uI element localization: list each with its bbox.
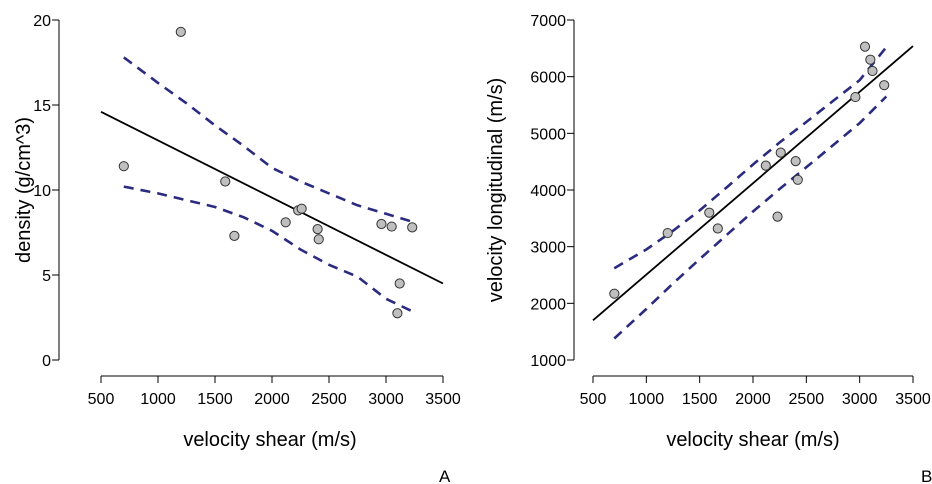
panel-b: 500 1000 1500 2000 2500 3000 3500 1000 2000 3000 4… bbox=[485, 13, 932, 484]
panel-b-y-tick-label: 5000 bbox=[530, 126, 566, 143]
panel-a-x-axis-title: velocity shear (m/s) bbox=[183, 429, 356, 451]
panel-a-y-tick-label: 15 bbox=[33, 98, 51, 115]
panel-b-y-tick-label: 7000 bbox=[530, 13, 566, 30]
panel-b-data-point bbox=[704, 207, 715, 218]
panel-b-data-point bbox=[867, 65, 878, 77]
panel-a-data-point bbox=[280, 217, 291, 228]
panel-a-upper-band-line bbox=[123, 56, 415, 224]
panel-b-label: B bbox=[921, 467, 932, 484]
panel-a-x-tick-label: 1000 bbox=[140, 391, 176, 408]
panel-b-y-tick-label: 2000 bbox=[530, 296, 566, 313]
panel-b-lower-band-line bbox=[613, 95, 888, 340]
panel-b-y-tick-label: 4000 bbox=[530, 183, 566, 200]
panel-b-data-point bbox=[712, 223, 723, 234]
panel-b-data-point bbox=[850, 91, 861, 103]
panel-a: 500 1000 1500 2000 2500 3000 3500 0 5 10 15 20 velo… bbox=[13, 13, 461, 484]
panel-a-data-point bbox=[118, 161, 129, 172]
panel-a-label: A bbox=[439, 467, 451, 484]
panel-b-x-tick-label: 3000 bbox=[842, 391, 878, 408]
panel-b-fit-line bbox=[592, 45, 914, 321]
panel-a-x-tick-label: 2500 bbox=[311, 391, 347, 408]
panel-a-axes: 500 1000 1500 2000 2500 3000 3500 0 5 10 15 20 bbox=[33, 13, 461, 408]
panel-b-data-point bbox=[760, 160, 771, 171]
panel-a-y-tick-label: 20 bbox=[33, 13, 51, 30]
panel-a-data-point bbox=[313, 234, 324, 245]
panel-b-axes: 500 1000 1500 2000 2500 3000 3500 1000 2000 3000 4… bbox=[530, 13, 930, 408]
panel-a-x-tick-label: 2000 bbox=[254, 391, 290, 408]
panel-b-x-axis-title: velocity shear (m/s) bbox=[666, 429, 839, 451]
panel-a-x-tick-label: 500 bbox=[88, 391, 115, 408]
panel-b-y-axis-title: velocity longitudinal (m/s) bbox=[485, 78, 507, 303]
panel-b-x-tick-label: 500 bbox=[580, 391, 607, 408]
panel-a-data-point bbox=[392, 308, 403, 319]
panel-a-x-tick-label: 1500 bbox=[197, 391, 233, 408]
panel-a-y-tick-label: 10 bbox=[33, 183, 51, 200]
panel-a-y-tick-label: 5 bbox=[42, 268, 51, 285]
panel-a-y-tick-label: 0 bbox=[42, 353, 51, 370]
panel-b-data-point bbox=[859, 41, 871, 52]
panel-b-data-point bbox=[879, 80, 890, 91]
panel-a-data-point bbox=[220, 176, 231, 187]
panel-b-x-tick-label: 2000 bbox=[735, 391, 771, 408]
panel-a-data-point bbox=[407, 222, 418, 233]
panel-a-y-axis-title: density (g/cm^3) bbox=[13, 117, 35, 263]
panel-a-data-point bbox=[376, 218, 387, 230]
panel-a-marks bbox=[100, 26, 444, 319]
panel-b-x-tick-label: 1500 bbox=[682, 391, 718, 408]
panel-a-data-point bbox=[386, 221, 397, 232]
panel-a-data-point bbox=[296, 203, 307, 214]
panel-a-lower-band-line bbox=[123, 185, 416, 314]
panel-b-data-point bbox=[865, 54, 876, 65]
panel-a-data-point bbox=[312, 224, 323, 235]
panel-b-data-point bbox=[772, 211, 783, 222]
panel-b-data-point bbox=[790, 156, 801, 167]
panel-a-x-tick-label: 3500 bbox=[425, 391, 461, 408]
panel-b-data-point bbox=[609, 288, 620, 299]
panel-b-y-tick-label: 6000 bbox=[530, 70, 566, 87]
panel-a-data-point bbox=[175, 26, 186, 37]
panel-a-data-point bbox=[394, 278, 405, 289]
panel-b-data-point bbox=[775, 147, 786, 158]
panel-b-data-point bbox=[792, 174, 803, 185]
panel-a-data-point bbox=[229, 230, 240, 241]
panel-b-marks bbox=[592, 41, 914, 340]
panel-b-x-tick-label: 3500 bbox=[895, 391, 931, 408]
panel-a-x-tick-label: 3000 bbox=[368, 391, 404, 408]
panel-b-y-tick-label: 1000 bbox=[530, 353, 566, 370]
panel-b-x-tick-label: 2500 bbox=[789, 391, 825, 408]
panel-a-fit-line bbox=[100, 110, 444, 285]
panel-b-x-tick-label: 1000 bbox=[629, 391, 665, 408]
panel-b-y-tick-label: 3000 bbox=[530, 240, 566, 257]
panel-b-upper-band-line bbox=[613, 46, 888, 270]
panel-b-data-point bbox=[662, 227, 673, 239]
